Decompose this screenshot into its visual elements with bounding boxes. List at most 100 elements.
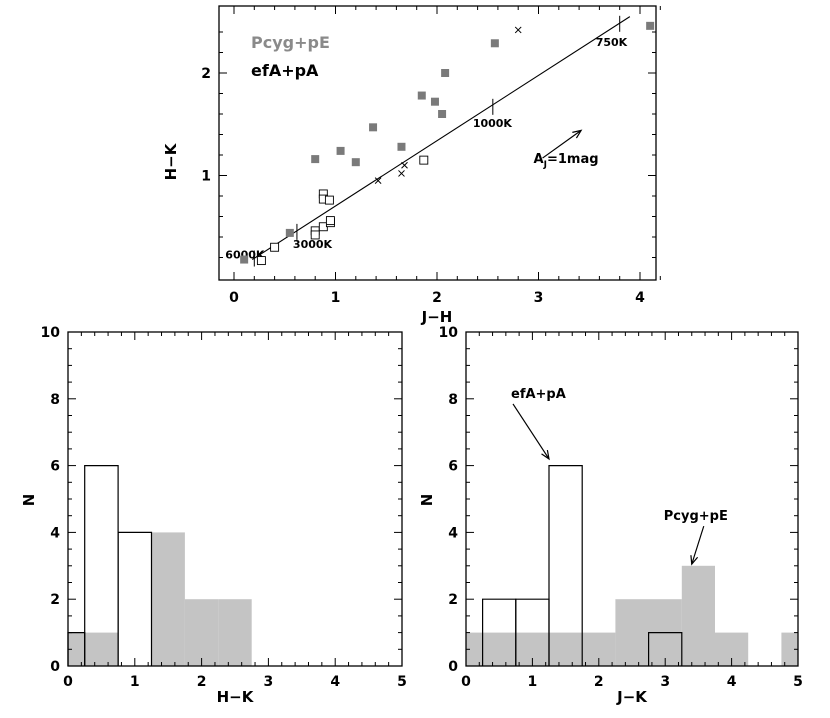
y-tick-label: 10 [439,325,459,341]
y-tick-label: 6 [448,459,458,475]
vector-shaft [542,129,582,159]
pcyg-point [490,39,499,48]
x-tick-label: 3 [660,674,670,690]
efa-open-point [325,216,335,226]
x-tick-label: 5 [397,674,407,690]
efa-open-point [419,155,429,165]
pcyg-point [397,142,406,151]
jk-ticks: 0 1 2 3 4 5 0 2 4 6 8 10 [439,325,803,690]
open-bar [482,598,517,666]
temperature-label: 3000K [293,238,333,251]
gray-bar [681,565,715,666]
open-bar [515,598,550,666]
temperature-label: 1000K [473,117,513,130]
pcyg-point [430,97,439,106]
hk-bars [67,465,252,666]
cross-stroke [398,170,405,177]
efa-open-point [310,230,320,240]
y-tick-label: 1 [201,169,211,185]
reddening-vector: AJ=1mag [534,129,599,170]
y-tick-label: 0 [448,659,458,675]
hk-xlabel: H−K [217,688,255,706]
temperature-label: 750K [596,36,628,49]
efa-cross-point [374,177,382,184]
gray-bar [466,632,516,666]
efa-cross-point [401,161,408,169]
y-tick-label: 2 [448,592,458,608]
x-tick-label: 4 [727,674,737,690]
x-tick-label: 2 [197,674,207,690]
y-tick-label: 4 [448,525,458,541]
open-bar [117,531,153,666]
y-tick-label: 6 [50,459,60,475]
hk-ylabel: N [20,494,38,507]
gray-bar [218,599,252,666]
y-tick-label: 8 [50,392,60,408]
scatter-ylabel: H−K [162,142,180,180]
annotation-arrow [512,403,550,460]
x-tick-label: 3 [264,674,274,690]
temperature-label: 6000K [225,249,265,262]
cross-stroke [401,161,408,169]
jk-annotations: efA+pA Pcyg+pE [511,387,728,566]
histogram-jk: 0 1 2 3 4 5 0 2 4 6 8 10 efA+pA Pcyg+pE N J−K [418,325,803,706]
y-tick-label: 0 [50,659,60,675]
open-bar [548,465,583,666]
scatter-fit-line [251,16,631,261]
vector-label: AJ=1mag [534,152,599,170]
x-tick-label: 2 [594,674,604,690]
y-tick-label: 10 [41,325,61,341]
pcyg-point [369,123,378,132]
x-tick-label: 5 [793,674,803,690]
x-tick-label: 4 [330,674,340,690]
pcyg-point [285,228,294,237]
gray-bar [781,632,798,666]
legend-efa: efA+pA [251,61,319,80]
pcyg-point [351,158,360,167]
pcyg-point [240,255,249,264]
pcyg-point [441,69,450,77]
annotation-arrowhead [541,449,550,461]
scatter-temperature-marks: 6000K 3000K 1000K 750K [225,15,628,267]
gray-bar [68,632,85,666]
y-tick-label: 4 [50,525,60,541]
x-tick-label: 4 [635,290,645,306]
x-tick-label: 0 [63,674,73,690]
open-bar [84,465,119,666]
x-tick-label: 1 [331,290,341,306]
pcyg-point [417,91,426,100]
scatter-panel: 0 1 2 3 4 1 2 6000K 3000K 1000K 750K AJ=1mag Pcyg… [162,5,661,326]
cross-stroke [374,177,382,184]
y-tick-label: 2 [50,592,60,608]
y-tick-label: 2 [201,66,211,82]
vector-head [572,129,583,139]
annotation-arrowhead [690,555,699,566]
x-tick-label: 2 [432,290,442,306]
x-tick-label: 0 [461,674,471,690]
histogram-hk: 0 1 2 3 4 5 0 2 4 6 8 10 N H−K [20,325,407,706]
annotation-arrow [691,525,705,565]
efa-open-point [256,256,266,266]
efa-cross-point [398,170,405,177]
hk-ticks: 0 1 2 3 4 5 0 2 4 6 8 10 [41,325,407,690]
scatter-xlabel: J−H [421,308,453,326]
annotation-label: Pcyg+pE [664,509,728,524]
efa-open-point [324,195,334,205]
fit-line [251,16,631,261]
gray-bar [184,599,219,666]
annotation-label: efA+pA [511,387,566,402]
x-tick-label: 3 [534,290,544,306]
pcyg-point [336,146,345,155]
scatter-points [240,21,655,266]
y-tick-label: 8 [448,392,458,408]
jk-xlabel: J−K [616,688,648,706]
open-bar [648,632,683,666]
pcyg-point [438,110,447,118]
x-tick-label: 1 [528,674,538,690]
efa-open-point [270,242,280,252]
jk-ylabel: N [418,494,436,507]
jk-bars [466,465,798,666]
scatter-ticks: 0 1 2 3 4 1 2 [201,6,661,306]
legend-pcyg: Pcyg+pE [251,33,330,52]
gray-bar [151,532,185,666]
